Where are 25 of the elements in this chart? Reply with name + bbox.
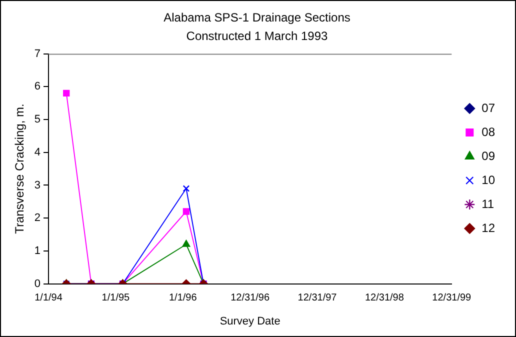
y-tick-label: 3 bbox=[34, 179, 41, 192]
legend-label: 10 bbox=[482, 172, 496, 187]
y-tick-label: 7 bbox=[34, 48, 41, 60]
chart-title: Alabama SPS-1 Drainage Sections bbox=[164, 10, 350, 25]
y-axis-title: Transverse Cracking, m. bbox=[12, 104, 27, 234]
x-tick-label: 12/31/99 bbox=[432, 292, 472, 304]
legend-label: 11 bbox=[482, 196, 494, 211]
x-tick-label: 12/31/96 bbox=[230, 292, 270, 304]
y-tick-label: 5 bbox=[34, 114, 41, 126]
y-tick-label: 6 bbox=[34, 80, 41, 93]
y-tick-label: 0 bbox=[34, 278, 41, 290]
x-tick-label: 12/31/97 bbox=[298, 292, 338, 304]
y-tick-label: 2 bbox=[34, 212, 41, 224]
legend-label: 12 bbox=[482, 220, 496, 235]
y-tick-label: 4 bbox=[34, 146, 41, 158]
x-axis-title: Survey Date bbox=[220, 315, 280, 328]
x-tick-label: 12/31/98 bbox=[364, 292, 404, 304]
x-tick-label: 1/1/94 bbox=[34, 292, 63, 304]
chart-subtitle: Constructed 1 March 1993 bbox=[186, 28, 328, 43]
x-tick-label: 1/1/96 bbox=[168, 292, 198, 304]
y-tick-label: 1 bbox=[34, 244, 41, 257]
legend-label: 07 bbox=[482, 100, 496, 115]
legend-label: 08 bbox=[482, 124, 496, 139]
legend-label: 09 bbox=[482, 148, 496, 163]
x-tick-label: 1/1/95 bbox=[102, 292, 130, 304]
